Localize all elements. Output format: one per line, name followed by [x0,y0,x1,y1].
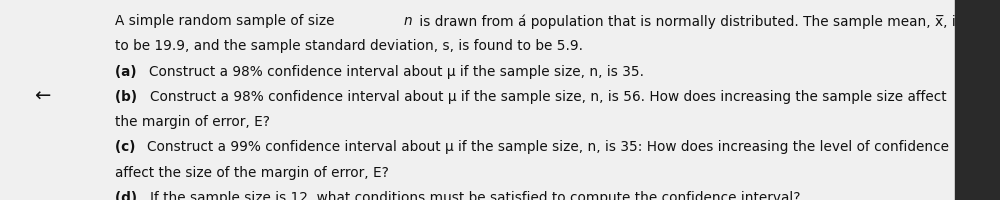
Bar [955,0,1000,200]
Text: (d): (d) [115,190,142,200]
Text: affect the size of the margin of error, E?: affect the size of the margin of error, … [115,165,389,179]
Text: Construct a 98% confidence interval about μ if the sample size, n, is 35.: Construct a 98% confidence interval abou… [149,64,644,78]
Text: Construct a 99% confidence interval about μ if the sample size, n, is 35: How do: Construct a 99% confidence interval abou… [147,140,949,154]
Text: n: n [404,14,412,28]
Text: If the sample size is 12, what conditions must be satisfied to compute the confi: If the sample size is 12, what condition… [150,190,800,200]
Text: (c): (c) [115,140,140,154]
Text: the margin of error, E?: the margin of error, E? [115,115,270,129]
Text: ←: ← [34,87,50,105]
Text: to be 19.9, and the sample standard deviation, s, is found to be 5.9.: to be 19.9, and the sample standard devi… [115,39,583,53]
Text: Construct a 98% confidence interval about μ if the sample size, n, is 56. How do: Construct a 98% confidence interval abou… [150,89,946,103]
Text: (b): (b) [115,89,142,103]
Text: A simple random sample of size: A simple random sample of size [115,14,339,28]
Text: (a): (a) [115,64,141,78]
Text: is drawn from á population that is normally distributed. The sample mean, x̅, i: is drawn from á population that is norm… [415,14,1000,28]
